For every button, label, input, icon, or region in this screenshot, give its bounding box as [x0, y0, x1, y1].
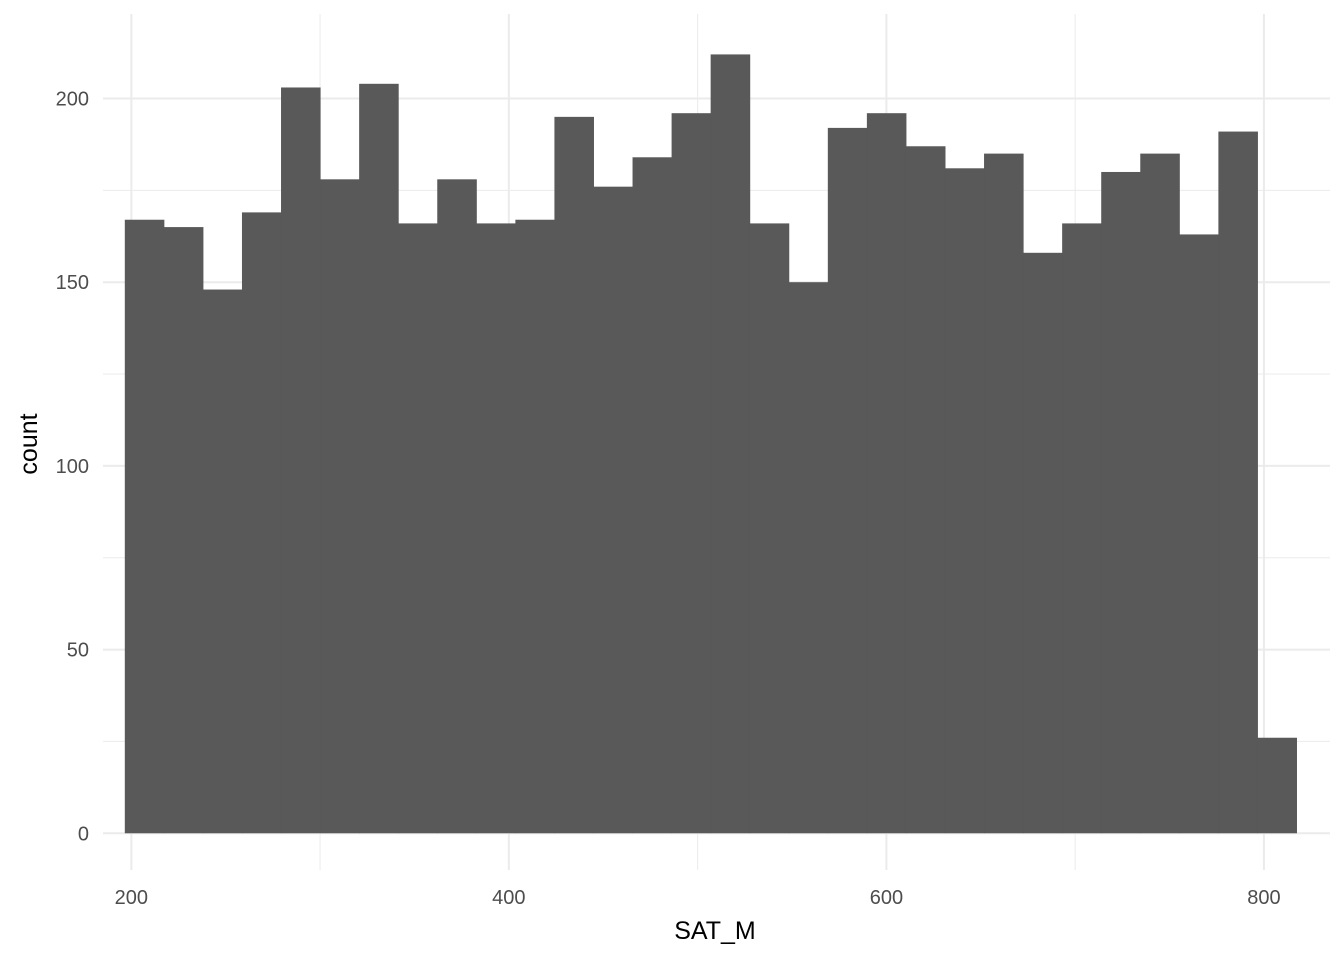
x-tick-label: 400: [492, 887, 525, 909]
histogram-bar: [163, 227, 204, 834]
histogram-bar: [476, 223, 516, 834]
histogram-bar: [984, 153, 1024, 834]
histogram-bar: [359, 83, 399, 834]
histogram-bar: [710, 54, 751, 834]
histogram-bar: [866, 113, 907, 834]
histogram-bar: [632, 157, 673, 834]
histogram-bar: [398, 223, 438, 834]
histogram-bar: [1062, 223, 1102, 834]
x-axis-title: SAT_M: [674, 917, 756, 945]
histogram-bar: [1140, 153, 1180, 834]
x-tick-label: 800: [1247, 887, 1280, 909]
histogram-bar: [202, 289, 243, 834]
histogram-bar: [1218, 131, 1258, 834]
x-tick-label: 600: [870, 887, 903, 909]
histogram-bar: [281, 87, 321, 834]
histogram-bar: [554, 116, 594, 834]
histogram-bar: [241, 212, 282, 834]
histogram-bar: [593, 186, 634, 834]
y-tick-label: 200: [56, 88, 89, 110]
histogram-bars: [124, 54, 1297, 834]
x-tick-label: 200: [115, 887, 148, 909]
histogram-bar: [788, 282, 829, 834]
histogram-bar: [1101, 171, 1141, 834]
histogram-bar: [124, 219, 165, 834]
histogram-bar: [827, 127, 868, 834]
y-tick-label: 0: [78, 823, 89, 845]
histogram-bar: [944, 168, 985, 834]
histogram-bar: [1257, 737, 1297, 834]
histogram-bar: [320, 179, 360, 834]
histogram-bar: [671, 113, 712, 834]
y-tick-label: 100: [56, 456, 89, 478]
y-tick-label: 150: [56, 272, 89, 294]
x-tick-labels: 200 400 600 800: [115, 887, 1281, 909]
histogram-bar: [905, 146, 946, 834]
histogram-bar: [515, 219, 555, 834]
histogram-bar: [1023, 252, 1063, 834]
histogram-bar: [749, 223, 790, 834]
y-tick-label: 50: [67, 640, 89, 662]
histogram-bar: [437, 179, 477, 834]
y-tick-labels: 0 50 100 150 200: [56, 88, 89, 845]
histogram-bar: [1179, 234, 1219, 834]
y-axis-title: count: [15, 413, 43, 474]
